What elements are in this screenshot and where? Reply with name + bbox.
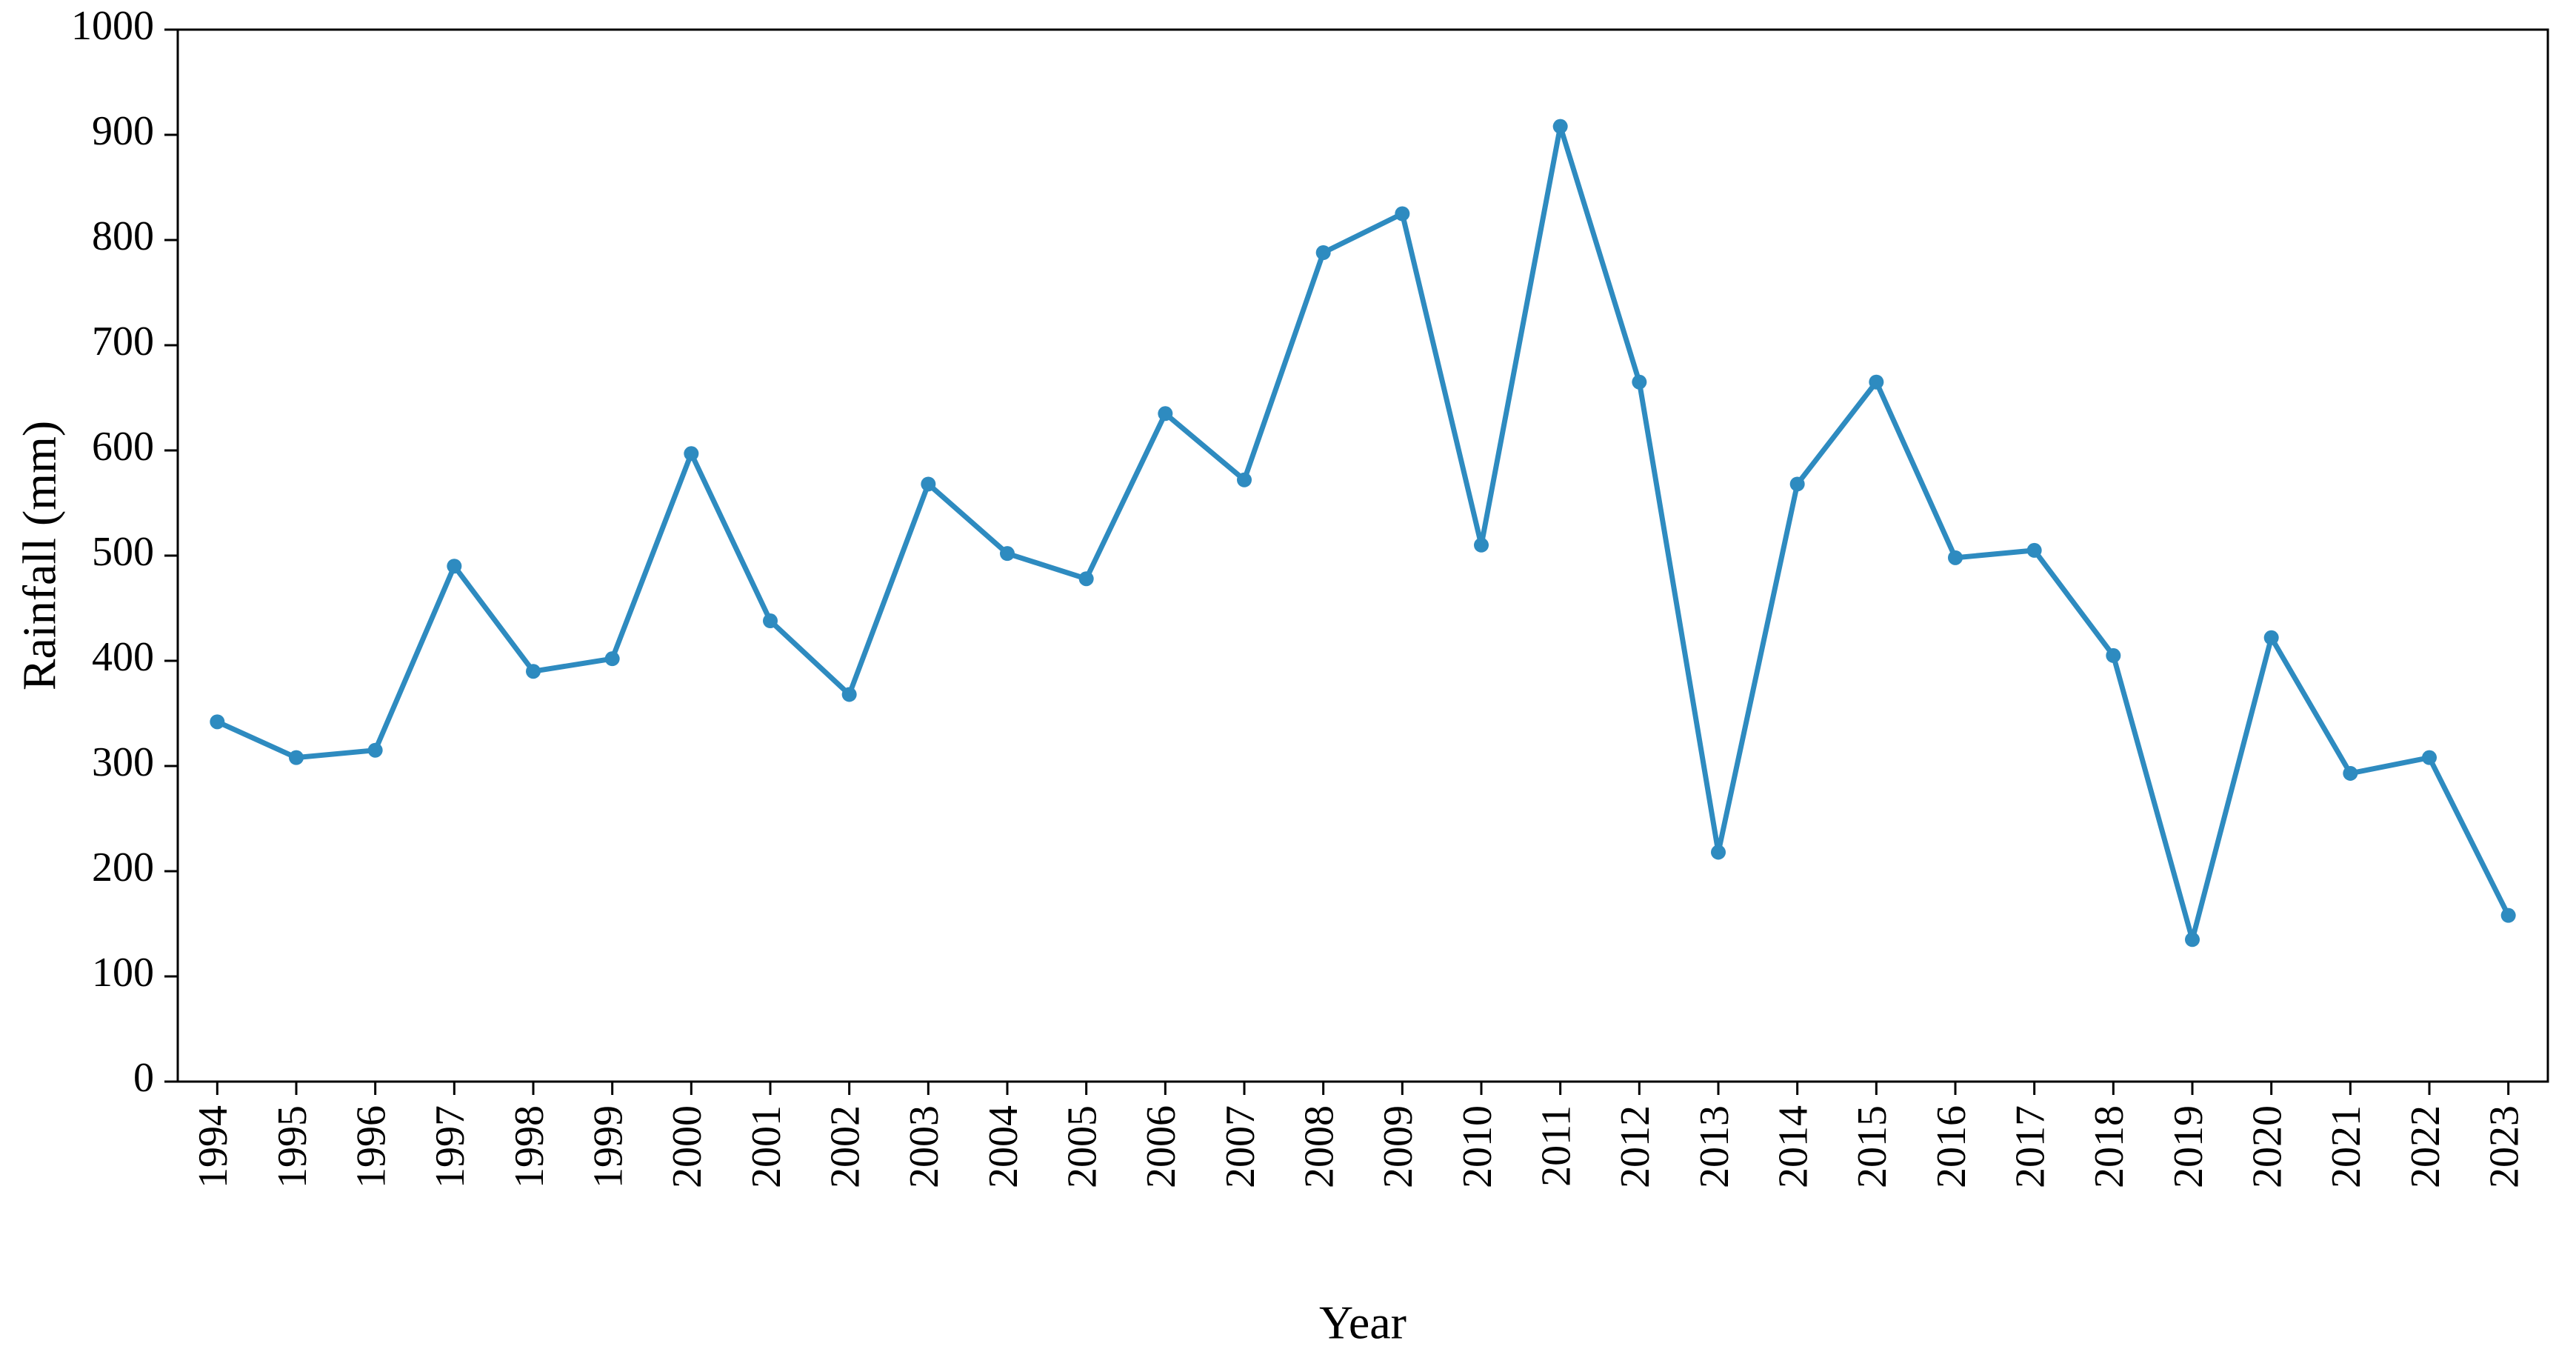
data-marker [2106,648,2120,663]
y-tick-label: 800 [92,213,154,259]
y-tick-label: 100 [92,950,154,996]
data-marker [1316,245,1331,260]
x-tick-label: 1996 [349,1105,395,1188]
x-tick-label: 1994 [190,1105,236,1188]
x-tick-label: 2022 [2403,1105,2449,1188]
x-tick-label: 2013 [1692,1105,1738,1188]
y-axis-label: Rainfall (mm) [13,421,66,690]
x-tick-label: 1999 [586,1105,632,1188]
rainfall-chart: 0 100 200 300 400 500 600 700 800 900 1000 1994 1995… [0,0,2576,1372]
data-marker [1158,406,1172,421]
x-tick-label: 2017 [2008,1105,2054,1188]
data-marker [1000,546,1015,561]
data-marker [842,687,857,702]
x-tick-label: 2001 [744,1105,790,1188]
x-tick-label: 2020 [2245,1105,2291,1188]
data-marker [763,613,778,628]
y-tick-label: 1000 [71,3,154,49]
x-tick-label: 2012 [1612,1105,1658,1188]
y-tick-label: 700 [92,319,154,364]
x-tick-label: 2023 [2482,1105,2528,1188]
plot-border [178,30,2548,1082]
data-marker [684,446,698,461]
data-marker [1553,119,1568,134]
y-tick-label: 400 [92,634,154,680]
x-tick-label: 2009 [1375,1105,1421,1188]
y-tick-label: 600 [92,424,154,470]
data-marker [2027,543,2042,558]
data-marker [1948,550,1963,565]
data-marker [2501,908,2516,923]
x-tick-label: 2006 [1138,1105,1184,1188]
x-tick-label: 2003 [901,1105,947,1188]
x-tick-label: 1995 [270,1105,316,1188]
data-marker [605,651,620,666]
y-tick-label: 0 [133,1055,154,1101]
x-tick-label: 2008 [1297,1105,1343,1188]
x-tick-label: 2019 [2166,1105,2212,1188]
data-marker [2185,932,2200,947]
x-tick-label: 1998 [507,1105,553,1188]
data-marker [1079,571,1094,586]
data-marker [526,664,541,679]
data-marker [368,743,383,758]
x-tick-label: 2004 [981,1105,1027,1188]
chart-svg: 0 100 200 300 400 500 600 700 800 900 1000 1994 1995… [0,0,2576,1372]
y-tick-label: 500 [92,529,154,575]
x-tick-label: 2002 [823,1105,869,1188]
data-marker [1790,476,1805,491]
x-tick-label: 2016 [1929,1105,1975,1188]
x-tick-label: 2021 [2323,1105,2369,1188]
data-marker [1869,375,1883,390]
data-marker [2422,750,2437,765]
y-tick-label: 900 [92,108,154,154]
x-tick-label: 2000 [664,1105,710,1188]
data-marker [921,476,935,491]
data-marker [210,714,224,729]
data-marker [289,750,304,765]
y-tick-label: 300 [92,739,154,785]
data-marker [1395,207,1409,222]
data-marker [2264,630,2279,645]
data-marker [1711,845,1726,859]
data-marker [1237,473,1252,487]
x-tick-label: 2005 [1060,1105,1106,1188]
x-tick-label: 2011 [1534,1105,1580,1187]
data-marker [1632,375,1646,390]
x-tick-label: 2018 [2086,1105,2132,1188]
data-marker [447,559,461,573]
x-tick-label: 1997 [427,1105,473,1188]
data-marker [2343,766,2358,781]
x-axis-label: Year [1319,1296,1407,1349]
x-tick-label: 2014 [1771,1105,1817,1188]
x-tick-label: 2010 [1455,1105,1501,1188]
data-line [217,127,2508,940]
data-marker [1474,538,1489,553]
x-tick-label: 2007 [1218,1105,1264,1188]
x-tick-label: 2015 [1849,1105,1895,1188]
y-tick-label: 200 [92,845,154,890]
